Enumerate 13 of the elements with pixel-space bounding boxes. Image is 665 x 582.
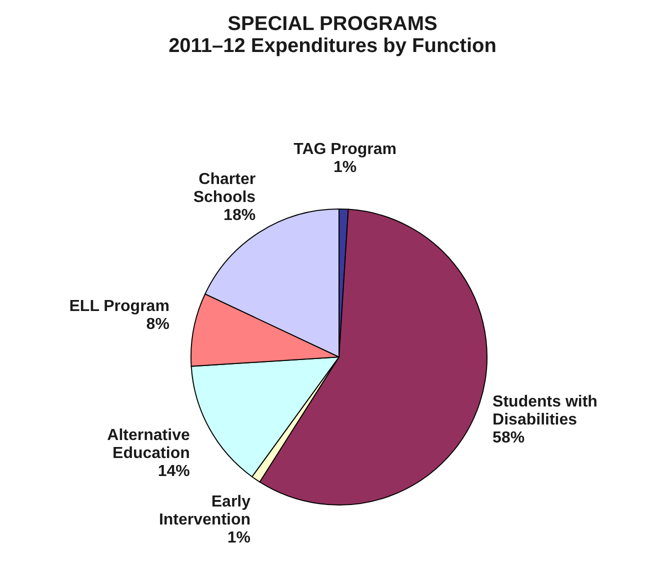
data-label: 1% (334, 159, 357, 176)
slice-label: Charter Schools (193, 171, 256, 206)
data-label: 14% (158, 462, 190, 480)
data-label: 58% (492, 430, 525, 447)
slice-label: Alternative Education (107, 426, 190, 462)
data-label: 1% (227, 530, 251, 547)
data-label: 8% (146, 316, 170, 333)
data-label: 18% (224, 207, 256, 224)
slice-label: Early Intervention (158, 494, 251, 529)
slice-label: ELL Program (69, 298, 170, 315)
slice-label: Students with Disabilities (492, 394, 598, 429)
slice-label: TAG Program (294, 141, 396, 158)
chart-title: SPECIAL PROGRAMS 2011–12 Expenditures by Function (168, 13, 496, 57)
